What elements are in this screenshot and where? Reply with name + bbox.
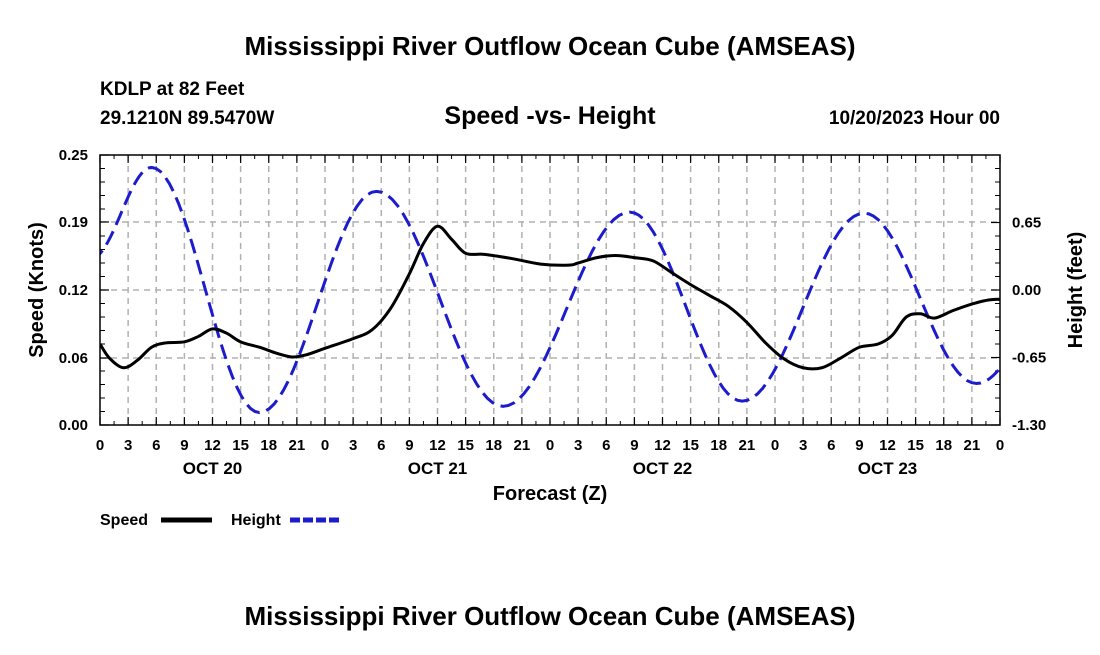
x-tick-label: 0 <box>996 437 1004 454</box>
x-tick-label: 3 <box>799 437 807 454</box>
legend-speed-label: Speed <box>100 512 148 529</box>
x-tick-label: 0 <box>546 437 554 454</box>
date-label: OCT 23 <box>858 459 918 478</box>
data-series <box>100 165 1000 415</box>
x-tick-label: 21 <box>514 437 531 454</box>
x-tick-label: 3 <box>349 437 357 454</box>
y2-tick-label: 0.00 <box>1012 282 1041 299</box>
station-name: KDLP at 82 Feet <box>100 79 245 100</box>
x-tick-label: 12 <box>429 437 446 454</box>
x-axis-label: Forecast (Z) <box>493 483 607 505</box>
legend: Speed Height <box>100 512 342 529</box>
x-tick-label: 6 <box>377 437 385 454</box>
y-axis-label: Speed (Knots) <box>26 222 48 358</box>
date-label: OCT 20 <box>183 459 243 478</box>
speed-series-line <box>100 224 1000 371</box>
x-tick-label: 9 <box>405 437 413 454</box>
forecast-datetime: 10/20/2023 Hour 00 <box>829 108 1000 129</box>
station-coords: 29.1210N 89.5470W <box>100 108 274 129</box>
bottom-title: Mississippi River Outflow Ocean Cube (AM… <box>244 601 855 631</box>
x-tick-label: 15 <box>682 437 699 454</box>
x-tick-label: 15 <box>457 437 474 454</box>
plot-frame <box>99 154 1001 426</box>
page-title: Mississippi River Outflow Ocean Cube (AM… <box>244 31 855 61</box>
date-label: OCT 22 <box>633 459 693 478</box>
x-tick-label: 15 <box>232 437 249 454</box>
chart-title: Speed -vs- Height <box>444 102 656 130</box>
x-tick-label: 9 <box>180 437 188 454</box>
y2-tick-label: 0.65 <box>1012 215 1041 232</box>
y-tick-label: 0.00 <box>59 417 88 434</box>
x-tick-label: 3 <box>574 437 582 454</box>
y2-tick-label: -0.65 <box>1012 350 1046 367</box>
date-label: OCT 21 <box>408 459 468 478</box>
x-tick-label: 12 <box>654 437 671 454</box>
grid-lines <box>100 155 1000 425</box>
x-tick-label: 0 <box>96 437 104 454</box>
x-tick-label: 12 <box>204 437 221 454</box>
x-tick-label: 18 <box>935 437 952 454</box>
y-tick-label: 0.25 <box>59 147 88 164</box>
x-tick-label: 9 <box>855 437 863 454</box>
x-tick-label: 6 <box>827 437 835 454</box>
x-tick-label: 9 <box>630 437 638 454</box>
x-tick-label: 18 <box>485 437 502 454</box>
x-tick-label: 21 <box>739 437 756 454</box>
y-tick-label: 0.06 <box>59 350 88 367</box>
height-series-line <box>100 165 1000 415</box>
x-tick-label: 21 <box>964 437 981 454</box>
y-tick-label: 0.12 <box>59 282 88 299</box>
y2-axis-label: Height (feet) <box>1065 232 1087 349</box>
x-tick-label: 12 <box>879 437 896 454</box>
x-tick-label: 15 <box>907 437 924 454</box>
x-tick-label: 6 <box>152 437 160 454</box>
x-tick-label: 0 <box>321 437 329 454</box>
y2-tick-label: -1.30 <box>1012 417 1046 434</box>
x-tick-label: 0 <box>771 437 779 454</box>
legend-height-label: Height <box>231 512 281 529</box>
x-tick-label: 18 <box>710 437 727 454</box>
x-tick-label: 6 <box>602 437 610 454</box>
tick-labels: 0 3 6 9 12 15 18 21 0 3 6 9 12 15 18 21 0 3 6 9 12 15 18 21 0 3 6 9… <box>59 147 1046 478</box>
y-tick-label: 0.19 <box>59 214 88 231</box>
x-tick-label: 21 <box>289 437 306 454</box>
x-tick-label: 3 <box>124 437 132 454</box>
x-tick-label: 18 <box>260 437 277 454</box>
